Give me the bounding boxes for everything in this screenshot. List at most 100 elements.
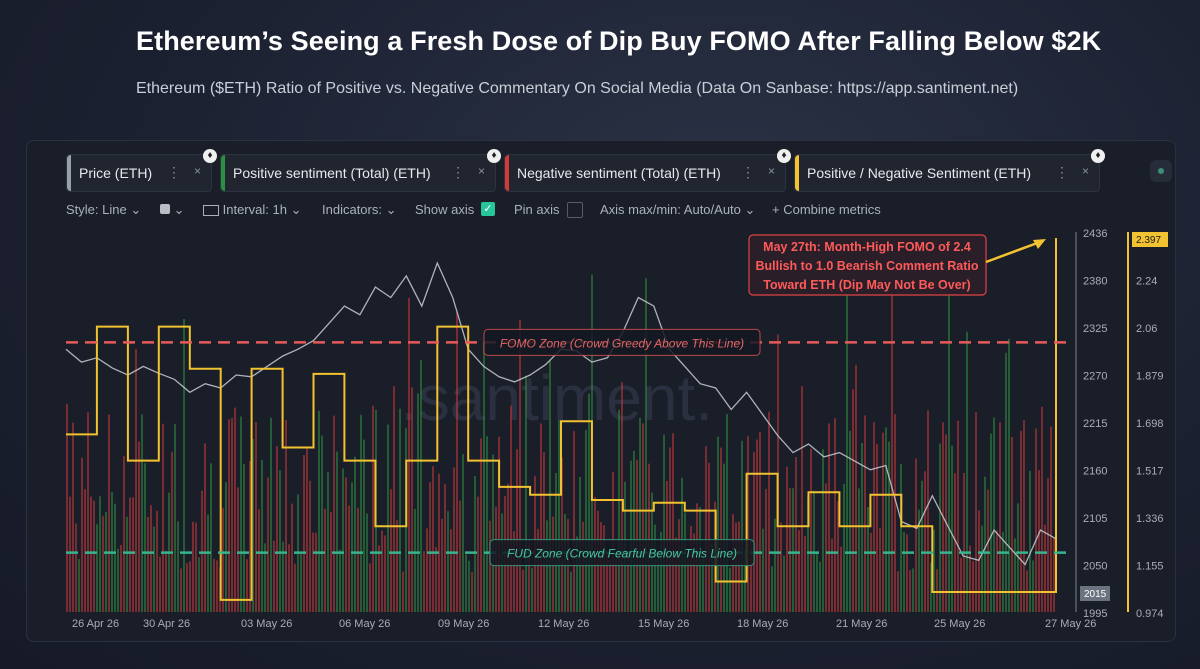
indicators-dropdown[interactable]: Indicators: ⌄	[322, 202, 397, 218]
ethereum-icon: ♦	[777, 149, 791, 163]
ethereum-icon: ♦	[203, 149, 217, 163]
positive-sentiment-bar	[846, 290, 848, 612]
metric-label: Positive sentiment (Total) (ETH)	[233, 165, 431, 181]
negative-sentiment-bar	[120, 544, 122, 612]
metric-chip-negative[interactable]: Negative sentiment (Total) (ETH) ⋮ × ♦	[504, 149, 791, 192]
more-menu-icon[interactable]: ⋮	[167, 164, 181, 180]
negative-sentiment-bar	[309, 480, 311, 612]
negative-sentiment-bar	[273, 540, 275, 612]
status-dot-button[interactable]	[1150, 160, 1172, 182]
positive-sentiment-bar	[474, 476, 476, 612]
positive-sentiment-bar	[414, 508, 416, 612]
price-tick-label: 2325	[1083, 323, 1107, 335]
negative-sentiment-bar	[195, 522, 197, 612]
x-tick-label: 12 May 26	[538, 618, 589, 630]
close-icon[interactable]: ×	[477, 164, 485, 178]
negative-sentiment-bar	[477, 496, 479, 612]
negative-sentiment-bar	[216, 560, 218, 612]
positive-sentiment-bar	[117, 548, 119, 612]
negative-sentiment-bar	[834, 418, 836, 612]
positive-sentiment-bar	[468, 560, 470, 612]
ratio-tick-label: 1.336	[1136, 513, 1164, 525]
negative-sentiment-bar	[753, 452, 755, 612]
negative-sentiment-bar	[411, 387, 413, 612]
x-tick-label: 15 May 26	[638, 618, 689, 630]
chevron-down-icon: ⌄	[744, 202, 756, 217]
negative-sentiment-bar	[93, 500, 95, 612]
indicators-label: Indicators:	[322, 202, 382, 217]
metric-chip-price[interactable]: Price (ETH) ⋮ × ♦	[66, 149, 217, 192]
chevron-down-icon: ⌄	[130, 202, 142, 217]
ratio-tick-label: 1.879	[1136, 371, 1164, 383]
positive-sentiment-bar	[1014, 538, 1016, 612]
positive-sentiment-bar	[336, 451, 338, 612]
negative-sentiment-bar	[519, 319, 521, 612]
positive-sentiment-bar	[486, 436, 488, 612]
price-current-badge	[1080, 586, 1110, 601]
negative-sentiment-bar	[870, 532, 872, 612]
close-icon[interactable]: ×	[193, 164, 201, 178]
positive-sentiment-bar	[240, 416, 242, 612]
fomo-zone-label: FOMO Zone (Crowd Greedy Above This Line)	[500, 336, 744, 350]
pin-axis-checkbox[interactable]	[567, 202, 583, 218]
price-tick-label: 2436	[1083, 228, 1107, 240]
negative-sentiment-bar	[441, 518, 443, 612]
positive-sentiment-bar	[342, 468, 344, 612]
negative-sentiment-bar	[450, 529, 452, 612]
positive-sentiment-bar	[885, 427, 887, 612]
negative-sentiment-bar	[798, 530, 800, 612]
negative-sentiment-bar	[480, 438, 482, 612]
negative-sentiment-bar	[456, 312, 458, 612]
positive-sentiment-bar	[819, 561, 821, 612]
combine-metrics-button[interactable]: + Combine metrics	[772, 202, 881, 217]
close-icon[interactable]: ×	[1081, 164, 1089, 178]
negative-sentiment-bar	[165, 550, 167, 612]
negative-sentiment-bar	[255, 421, 257, 612]
positive-sentiment-bar	[525, 375, 527, 612]
metric-chip-ratio[interactable]: Positive / Negative Sentiment (ETH) ⋮ × …	[794, 149, 1105, 192]
close-icon[interactable]: ×	[767, 164, 775, 178]
positive-sentiment-bar	[399, 408, 401, 612]
price-tick-label: 2215	[1083, 418, 1107, 430]
more-menu-icon[interactable]: ⋮	[1055, 164, 1069, 180]
negative-sentiment-bar	[675, 537, 677, 612]
more-menu-icon[interactable]: ⋮	[451, 164, 465, 180]
pin-axis-label: Pin axis	[514, 202, 560, 217]
positive-sentiment-bar	[174, 424, 176, 612]
color-picker[interactable]: ⌄	[160, 202, 185, 218]
positive-sentiment-bar	[225, 482, 227, 612]
positive-sentiment-bar	[105, 512, 107, 612]
negative-sentiment-bar	[582, 521, 584, 612]
positive-sentiment-bar	[933, 530, 935, 612]
negative-sentiment-bar	[642, 423, 644, 612]
style-label: Style: Line	[66, 202, 127, 217]
positive-sentiment-bar	[792, 488, 794, 612]
negative-sentiment-bar	[222, 507, 224, 612]
negative-sentiment-bar	[288, 544, 290, 612]
negative-sentiment-bar	[432, 466, 434, 612]
metric-color-swatch	[795, 155, 799, 191]
more-menu-icon[interactable]: ⋮	[741, 164, 755, 180]
positive-sentiment-bar	[783, 555, 785, 612]
negative-sentiment-bar	[498, 436, 500, 612]
positive-sentiment-bar	[849, 430, 851, 612]
interval-dropdown[interactable]: Interval: 1h ⌄	[203, 202, 301, 218]
metric-chip-positive[interactable]: Positive sentiment (Total) (ETH) ⋮ × ♦	[220, 149, 501, 192]
x-tick-label: 09 May 26	[438, 618, 489, 630]
negative-sentiment-bar	[276, 446, 278, 612]
positive-sentiment-bar	[210, 463, 212, 612]
negative-sentiment-bar	[1044, 524, 1046, 612]
negative-sentiment-bar	[897, 571, 899, 612]
ratio-tick-label: 2.24	[1136, 276, 1157, 288]
positive-sentiment-bar	[363, 439, 365, 612]
style-dropdown[interactable]: Style: Line ⌄	[66, 202, 141, 218]
ratio-line	[66, 238, 1057, 601]
negative-sentiment-bar	[789, 488, 791, 612]
negative-sentiment-bar	[975, 412, 977, 612]
negative-sentiment-bar	[972, 561, 974, 612]
negative-sentiment-bar	[747, 436, 749, 612]
axis-maxmin-dropdown[interactable]: Axis max/min: Auto/Auto ⌄	[600, 202, 755, 218]
show-axis-checkbox[interactable]: ✓	[481, 202, 495, 216]
price-tick-label: 1995	[1083, 608, 1107, 620]
negative-sentiment-bar	[231, 417, 233, 612]
